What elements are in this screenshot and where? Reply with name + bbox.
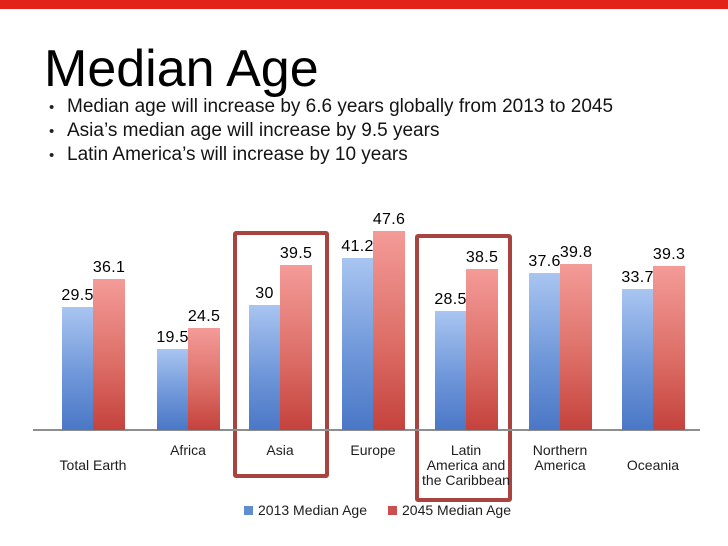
- highlight-box-asia: [233, 231, 329, 478]
- bar-value-label: 41.2: [341, 238, 374, 255]
- bar-value-label: 39.8: [559, 244, 593, 261]
- bullet-list: Median age will increase by 6.6 years gl…: [48, 95, 613, 168]
- highlight-box-latin-america: [415, 234, 512, 502]
- slide-title: Median Age: [44, 40, 319, 98]
- bar-2013-europe: [342, 258, 373, 430]
- legend-swatch-2045: [388, 506, 397, 515]
- category-label-total-earth: Total Earth: [59, 457, 127, 473]
- category-label-asia: Asia: [266, 442, 294, 458]
- bar-2013-total-earth: [62, 307, 93, 430]
- bar-2045-europe: [373, 231, 405, 430]
- bar-value-label: 29.5: [61, 287, 94, 304]
- bar-value-label: 19.5: [156, 329, 189, 346]
- bar-2013-africa: [157, 349, 188, 430]
- category-label-latin-america-and-the-caribbean: America and: [426, 457, 506, 473]
- bar-2045-asia: [280, 265, 312, 430]
- bar-2045-northern-america: [560, 264, 592, 430]
- bar-value-label: 30: [255, 285, 274, 302]
- bar-value-label: 36.1: [92, 259, 126, 276]
- bullet-item: Latin America’s will increase by 10 year…: [48, 143, 613, 168]
- bar-value-label: 33.7: [621, 269, 654, 286]
- bullet-item: Median age will increase by 6.6 years gl…: [48, 95, 613, 120]
- bar-value-label: 28.5: [434, 291, 467, 308]
- legend-label-2013: 2013 Median Age: [258, 502, 367, 518]
- legend-item-2045: 2045 Median Age: [388, 502, 511, 518]
- bar-value-label: 24.5: [187, 308, 221, 325]
- bar-2045-latin-america-and-the-caribbean: [466, 269, 498, 430]
- bar-value-label: 39.3: [652, 246, 686, 263]
- bar-2013-latin-america-and-the-caribbean: [435, 311, 466, 430]
- category-label-northern-america: America: [534, 457, 586, 473]
- x-axis-line: [33, 429, 700, 431]
- bar-2045-africa: [188, 328, 220, 430]
- bar-2045-total-earth: [93, 279, 125, 430]
- bar-2045-oceania: [653, 266, 685, 430]
- category-label-oceania: Oceania: [626, 457, 680, 473]
- bar-value-label: 47.6: [372, 211, 406, 228]
- legend-item-2013: 2013 Median Age: [244, 502, 367, 518]
- bar-2013-northern-america: [529, 273, 560, 430]
- bar-value-label: 38.5: [465, 249, 499, 266]
- category-label-latin-america-and-the-caribbean: Latin: [450, 442, 482, 458]
- legend-label-2045: 2045 Median Age: [402, 502, 511, 518]
- bar-2013-oceania: [622, 289, 653, 430]
- category-label-latin-america-and-the-caribbean: the Caribbean: [422, 472, 510, 488]
- bar-value-label: 37.6: [528, 253, 561, 270]
- bar-2013-asia: [249, 305, 280, 430]
- bar-value-label: 39.5: [279, 245, 313, 262]
- legend-swatch-2013: [244, 506, 253, 515]
- category-label-europe: Europe: [350, 442, 396, 458]
- top-accent-bar: [0, 0, 728, 9]
- bullet-item: Asia’s median age will increase by 9.5 y…: [48, 119, 613, 144]
- category-label-northern-america: Northern: [532, 442, 588, 458]
- category-label-africa: Africa: [170, 442, 206, 458]
